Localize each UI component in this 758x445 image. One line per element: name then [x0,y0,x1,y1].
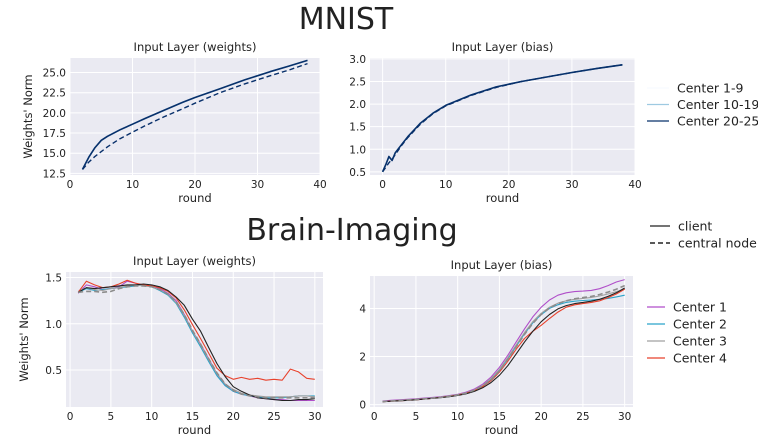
legend-line-style: client central node [650,219,757,251]
y-tick-label: 2.5 [349,76,366,88]
y-tick-label: 1.5 [349,122,366,134]
series-line-center-20-25 [81,59,308,170]
y-tick-label: 1.5 [45,273,62,285]
x-tick-label: 0 [67,411,74,423]
y-tick-label: 25.0 [43,68,66,80]
legend-label: central node [678,236,757,251]
x-tick-label: 20 [188,179,201,191]
legend-brain-centers: Center 1 Center 2 Center 3 Center 4 [647,300,727,366]
y-tick-label: 4 [359,303,366,315]
x-axis-label: round [178,423,211,437]
y-tick-label: 0.5 [349,167,366,179]
x-tick-label: 40 [313,179,326,191]
y-axis-label: Weights' Norm [21,74,35,158]
x-tick-label: 40 [628,179,641,191]
legend-label: Center 4 [673,351,727,366]
x-tick-label: 15 [493,411,506,423]
x-tick-label: 0 [67,179,74,191]
x-tick-label: 10 [439,179,452,191]
plot-background [370,58,635,175]
series-line-center-4 [77,279,315,381]
y-tick-label: 17.5 [43,128,66,140]
legend-label: Center 1 [673,300,727,315]
x-axis-label: round [485,423,518,437]
x-tick-label: 10 [451,411,464,423]
x-tick-label: 10 [126,179,139,191]
y-tick-label: 3.0 [349,54,366,66]
x-tick-label: 0 [379,179,386,191]
y-tick-label: 22.5 [43,88,66,100]
series-line-central-node [78,285,315,399]
y-tick-label: 2.0 [349,99,366,111]
panel-title: Input Layer (bias) [451,258,553,272]
plot-background [66,272,323,407]
x-tick-label: 20 [502,179,515,191]
legend-label: Center 1-9 [677,81,744,96]
y-axis-label: Weights' Norm [17,297,31,381]
x-tick-label: 20 [534,411,547,423]
x-tick-label: 30 [251,179,264,191]
x-tick-label: 30 [618,411,631,423]
x-tick-label: 10 [145,411,158,423]
x-tick-label: 20 [227,411,240,423]
legend-label: Center 10-19 [677,97,758,112]
section-title-brain-imaging: Brain-Imaging [246,213,457,248]
panel-mnist_bias: 0 10 20 30 40 0.5 1.0 1.5 2.0 2.5 3.0 Input Layer (… [349,40,641,205]
x-tick-label: 30 [565,179,578,191]
x-tick-label: 0 [371,411,378,423]
y-tick-label: 0 [359,400,366,412]
y-tick-label: 20.0 [43,108,66,120]
x-axis-label: round [486,191,519,205]
legend-label: client [678,219,712,234]
y-tick-label: 12.5 [43,168,66,180]
x-tick-label: 25 [576,411,589,423]
legend-label: Center 2 [673,317,727,332]
series-line-central-node [382,284,626,403]
legend-label: Center 20-25 [677,114,758,129]
panel-title: Input Layer (bias) [452,40,554,54]
series-line-client [77,283,315,402]
x-tick-label: 25 [267,411,280,423]
series-line-center-20-25 [381,64,623,173]
y-tick-label: 1.0 [45,319,62,331]
x-tick-label: 5 [108,411,115,423]
panel-brain_weights: 0 5 10 15 20 25 30 0.5 1.0 1.5 Input Layer (weight… [17,254,323,437]
legend-label: Center 3 [673,334,727,349]
x-tick-label: 5 [413,411,420,423]
panel-title: Input Layer (weights) [133,254,256,268]
y-tick-label: 0.5 [45,365,62,377]
x-tick-label: 30 [308,411,321,423]
y-tick-label: 15.0 [43,148,66,160]
panel-mnist_weights: 0 10 20 30 40 12.5 15.0 17.5 20.0 22.5 25.0 Input L… [21,40,327,205]
x-tick-label: 15 [186,411,199,423]
panel-title: Input Layer (weights) [134,40,257,54]
section-title-mnist: MNIST [299,2,394,37]
x-axis-label: round [178,191,211,205]
y-tick-label: 2 [359,352,366,364]
panel-brain_bias: 0 5 10 15 20 25 30 0 2 4 Input Layer (bias) round [359,258,633,437]
y-tick-label: 1.0 [349,144,366,156]
